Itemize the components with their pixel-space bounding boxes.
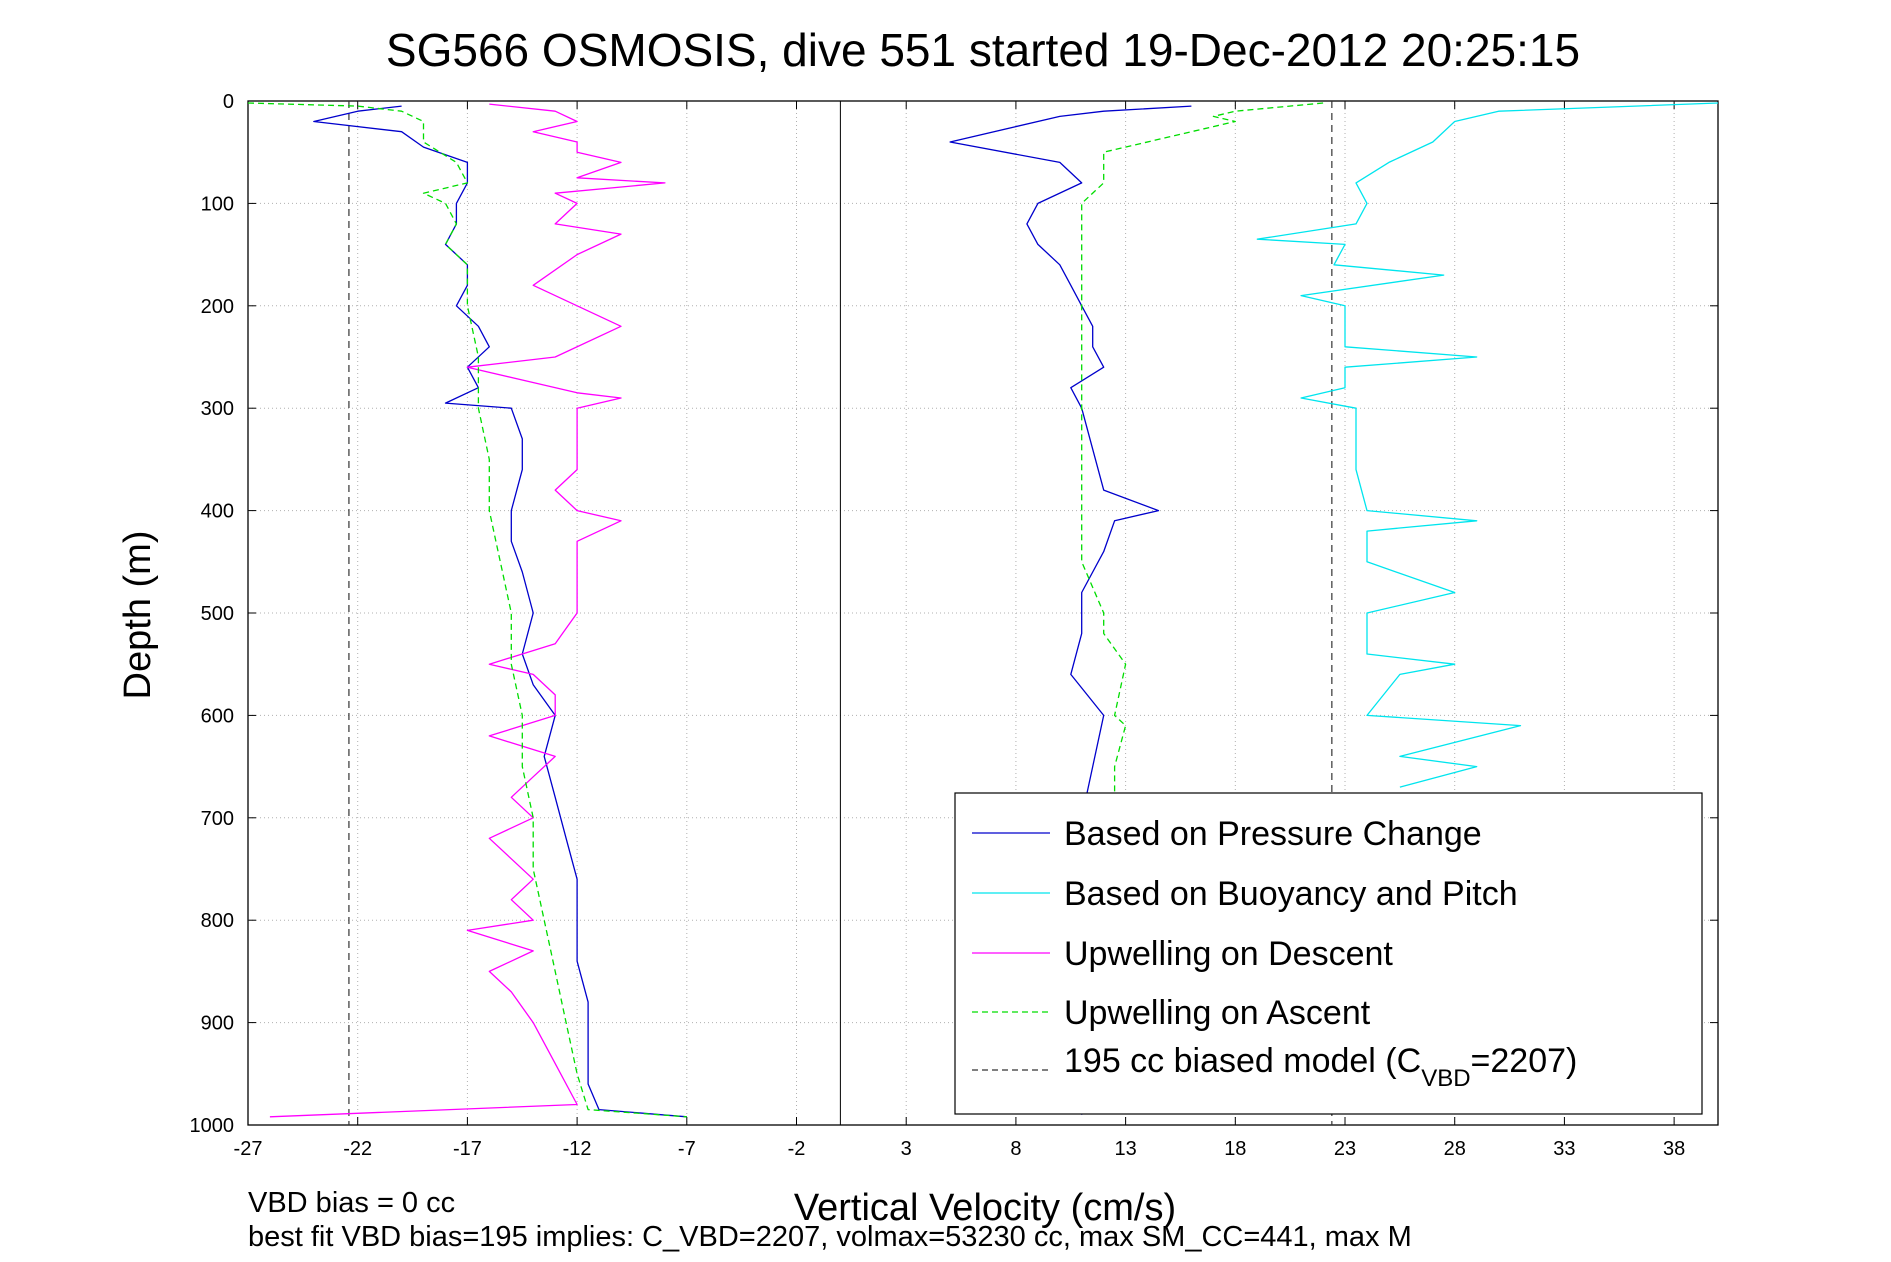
x-tick-label: 23	[1334, 1138, 1356, 1160]
x-tick-label: -17	[453, 1138, 482, 1160]
y-tick-label: 300	[201, 398, 234, 420]
y-tick-label: 900	[201, 1013, 234, 1035]
y-tick-label: 400	[201, 501, 234, 523]
series-line-ascent	[1081, 102, 1324, 1115]
x-tick-label: 33	[1553, 1138, 1575, 1160]
y-tick-label: 100	[201, 193, 234, 215]
x-tick-label: -2	[788, 1138, 806, 1160]
x-tick-label: 28	[1444, 1138, 1466, 1160]
footer-line-2: best fit VBD bias=195 implies: C_VBD=220…	[248, 1221, 1412, 1253]
x-tick-label: 3	[901, 1138, 912, 1160]
y-axis-ticks: 0 100 200 300 400 500 600 700 800 900 1000	[190, 91, 1718, 1137]
x-tick-label: -27	[234, 1138, 263, 1160]
legend-label-descent: Upwelling on Descent	[1064, 935, 1393, 973]
y-tick-label: 200	[201, 296, 234, 318]
legend-label-ascent: Upwelling on Ascent	[1064, 994, 1371, 1032]
y-axis-label: Depth (m)	[117, 531, 159, 700]
chart-title: SG566 OSMOSIS, dive 551 started 19-Dec-2…	[386, 24, 1580, 76]
x-tick-label: -7	[678, 1138, 696, 1160]
y-tick-label: 700	[201, 808, 234, 830]
y-tick-label: 500	[201, 603, 234, 625]
legend-model-prefix: 195 cc biased model (C	[1064, 1042, 1421, 1080]
x-tick-label: 18	[1224, 1138, 1246, 1160]
legend-label-pressure: Based on Pressure Change	[1064, 815, 1482, 853]
series-line-ascent	[248, 102, 687, 1118]
x-tick-label: -12	[563, 1138, 592, 1160]
y-tick-label: 800	[201, 910, 234, 932]
legend-label-buoyancy: Based on Buoyancy and Pitch	[1064, 875, 1518, 913]
legend-model-subscript: VBD	[1421, 1065, 1470, 1092]
y-tick-label: 0	[223, 91, 234, 113]
series-line-buoyancy	[1256, 102, 1718, 788]
x-tick-label: -22	[343, 1138, 372, 1160]
series-line-descent	[269, 103, 666, 1118]
x-axis-ticks: -27 -22 -17 -12 -7 -2 3 8 13 18 23 28 33 38	[234, 101, 1685, 1160]
legend: Based on Pressure Change Based on Buoyan…	[954, 792, 1703, 1115]
x-axis-label: Vertical Velocity (cm/s)	[794, 1187, 1176, 1229]
legend-box	[954, 792, 1703, 1115]
y-tick-label: 600	[201, 705, 234, 727]
y-tick-label: 1000	[190, 1115, 235, 1137]
series-line-pressure	[313, 105, 687, 1118]
legend-label-model: 195 cc biased model (CVBD=2207)	[1064, 1042, 1577, 1092]
footer-line-1: VBD bias = 0 cc	[248, 1187, 455, 1219]
legend-model-suffix: =2207)	[1471, 1042, 1578, 1080]
x-tick-label: 13	[1114, 1138, 1136, 1160]
x-tick-label: 38	[1663, 1138, 1685, 1160]
x-tick-label: 8	[1010, 1138, 1021, 1160]
